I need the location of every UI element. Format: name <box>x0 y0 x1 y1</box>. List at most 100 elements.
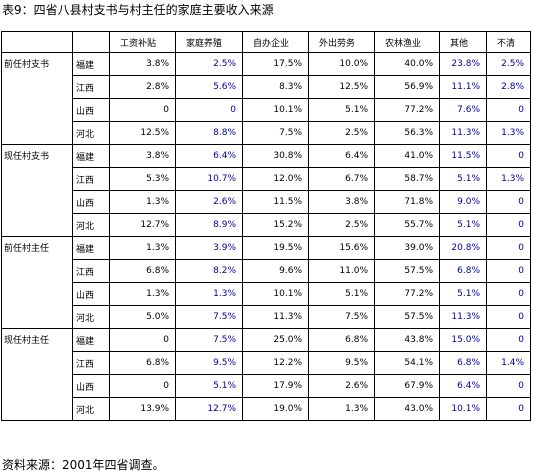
value-cell: 43.0% <box>374 397 440 421</box>
value-cell: 0 <box>486 374 531 398</box>
value-cell: 0 <box>486 282 531 306</box>
value-cell: 6.8% <box>308 328 375 352</box>
column-header: 自办企业 <box>242 31 309 53</box>
value-cell: 40.0% <box>374 52 440 76</box>
value-cell: 5.6% <box>175 75 243 99</box>
value-cell: 8.9% <box>175 213 243 237</box>
value-cell: 57.5% <box>374 305 440 329</box>
value-cell: 15.0% <box>439 328 487 352</box>
province-cell: 山西 <box>72 98 110 122</box>
value-cell: 12.7% <box>109 213 176 237</box>
value-cell: 10.0% <box>308 52 375 76</box>
value-cell: 10.1% <box>242 282 309 306</box>
value-cell: 12.0% <box>242 167 309 191</box>
value-cell: 2.5% <box>308 121 375 145</box>
table-row: 河北 12.7% 8.9% 15.2% 2.5% 55.7% 5.1% 0 <box>2 213 531 237</box>
value-cell: 6.4% <box>175 144 243 168</box>
value-cell: 10.1% <box>242 98 309 122</box>
value-cell: 12.2% <box>242 351 309 375</box>
value-cell: 11.0% <box>308 259 375 283</box>
value-cell: 3.8% <box>109 144 176 168</box>
value-cell: 9.0% <box>439 190 487 214</box>
value-cell: 54.1% <box>374 351 440 375</box>
value-cell: 3.8% <box>308 190 375 214</box>
value-cell: 0 <box>486 144 531 168</box>
value-cell: 0 <box>175 98 243 122</box>
table-row: 河北 13.9% 12.7% 19.0% 1.3% 43.0% 10.1% 0 <box>2 397 531 421</box>
group-label: 现任村主任 <box>1 328 73 421</box>
value-cell: 2.6% <box>308 374 375 398</box>
value-cell: 11.5% <box>439 144 487 168</box>
value-cell: 56.3% <box>374 121 440 145</box>
province-cell: 江西 <box>72 167 110 191</box>
value-cell: 12.5% <box>308 75 375 99</box>
group-label: 前任村支书 <box>1 52 73 145</box>
province-cell: 河北 <box>72 213 110 237</box>
value-cell: 0 <box>486 259 531 283</box>
table-row: 江西 2.8% 5.6% 8.3% 12.5% 56.9% 11.1% 2.8% <box>2 75 531 99</box>
province-cell: 河北 <box>72 121 110 145</box>
value-cell: 7.5% <box>175 305 243 329</box>
table-row: 山西 1.3% 1.3% 10.1% 5.1% 77.2% 5.1% 0 <box>2 282 531 306</box>
value-cell: 2.5% <box>486 52 531 76</box>
value-cell: 2.8% <box>486 75 531 99</box>
province-cell: 福建 <box>72 236 110 260</box>
table-row: 河北 5.0% 7.5% 11.3% 7.5% 57.5% 11.3% 0 <box>2 305 531 329</box>
value-cell: 71.8% <box>374 190 440 214</box>
value-cell: 10.7% <box>175 167 243 191</box>
header-province-cell <box>72 31 110 53</box>
value-cell: 1.3% <box>109 282 176 306</box>
value-cell: 15.2% <box>242 213 309 237</box>
value-cell: 1.3% <box>486 121 531 145</box>
value-cell: 6.8% <box>109 351 176 375</box>
value-cell: 1.4% <box>486 351 531 375</box>
table-row: 江西 6.8% 8.2% 9.6% 11.0% 57.5% 6.8% 0 <box>2 259 531 283</box>
value-cell: 0 <box>486 213 531 237</box>
value-cell: 20.8% <box>439 236 487 260</box>
value-cell: 25.0% <box>242 328 309 352</box>
value-cell: 55.7% <box>374 213 440 237</box>
value-cell: 1.3% <box>175 282 243 306</box>
value-cell: 58.7% <box>374 167 440 191</box>
value-cell: 1.3% <box>308 397 375 421</box>
province-cell: 山西 <box>72 282 110 306</box>
value-cell: 19.0% <box>242 397 309 421</box>
value-cell: 56.9% <box>374 75 440 99</box>
value-cell: 8.8% <box>175 121 243 145</box>
value-cell: 0 <box>486 397 531 421</box>
table-body: 前任村支书 福建 3.8% 2.5% 17.5% 10.0% 40.0% 23.8% 2.5% 江… <box>1 52 531 421</box>
value-cell: 6.8% <box>109 259 176 283</box>
value-cell: 0 <box>109 374 176 398</box>
group-label: 前任村主任 <box>1 236 73 329</box>
value-cell: 0 <box>486 328 531 352</box>
province-cell: 福建 <box>72 52 110 76</box>
value-cell: 0 <box>486 190 531 214</box>
table-row: 江西 5.3% 10.7% 12.0% 6.7% 58.7% 5.1% 1.3% <box>2 167 531 191</box>
table-row: 现任村支书 福建 3.8% 6.4% 30.8% 6.4% 41.0% 11.5% 0 <box>1 144 531 237</box>
column-header: 不清 <box>486 31 531 53</box>
value-cell: 7.5% <box>175 328 243 352</box>
province-cell: 山西 <box>72 190 110 214</box>
column-header: 家庭养殖 <box>175 31 243 53</box>
value-cell: 9.5% <box>175 351 243 375</box>
table-row: 江西 6.8% 9.5% 12.2% 9.5% 54.1% 6.8% 1.4% <box>2 351 531 375</box>
header-group-cell <box>1 31 73 53</box>
value-cell: 5.1% <box>439 213 487 237</box>
value-cell: 5.3% <box>109 167 176 191</box>
group-label: 现任村支书 <box>1 144 73 237</box>
value-cell: 7.6% <box>439 98 487 122</box>
value-cell: 15.6% <box>308 236 375 260</box>
column-header: 工资补贴 <box>109 31 176 53</box>
value-cell: 0 <box>486 305 531 329</box>
province-cell: 江西 <box>72 75 110 99</box>
value-cell: 2.6% <box>175 190 243 214</box>
value-cell: 8.2% <box>175 259 243 283</box>
income-source-table: 工资补贴 家庭养殖 自办企业 外出劳务 农林渔业 其他 不清 前任村支书 福建 3.… <box>1 31 531 421</box>
value-cell: 3.9% <box>175 236 243 260</box>
value-cell: 67.9% <box>374 374 440 398</box>
value-cell: 6.7% <box>308 167 375 191</box>
table-row: 河北 12.5% 8.8% 7.5% 2.5% 56.3% 11.3% 1.3% <box>2 121 531 145</box>
value-cell: 43.8% <box>374 328 440 352</box>
value-cell: 2.5% <box>175 52 243 76</box>
value-cell: 41.0% <box>374 144 440 168</box>
